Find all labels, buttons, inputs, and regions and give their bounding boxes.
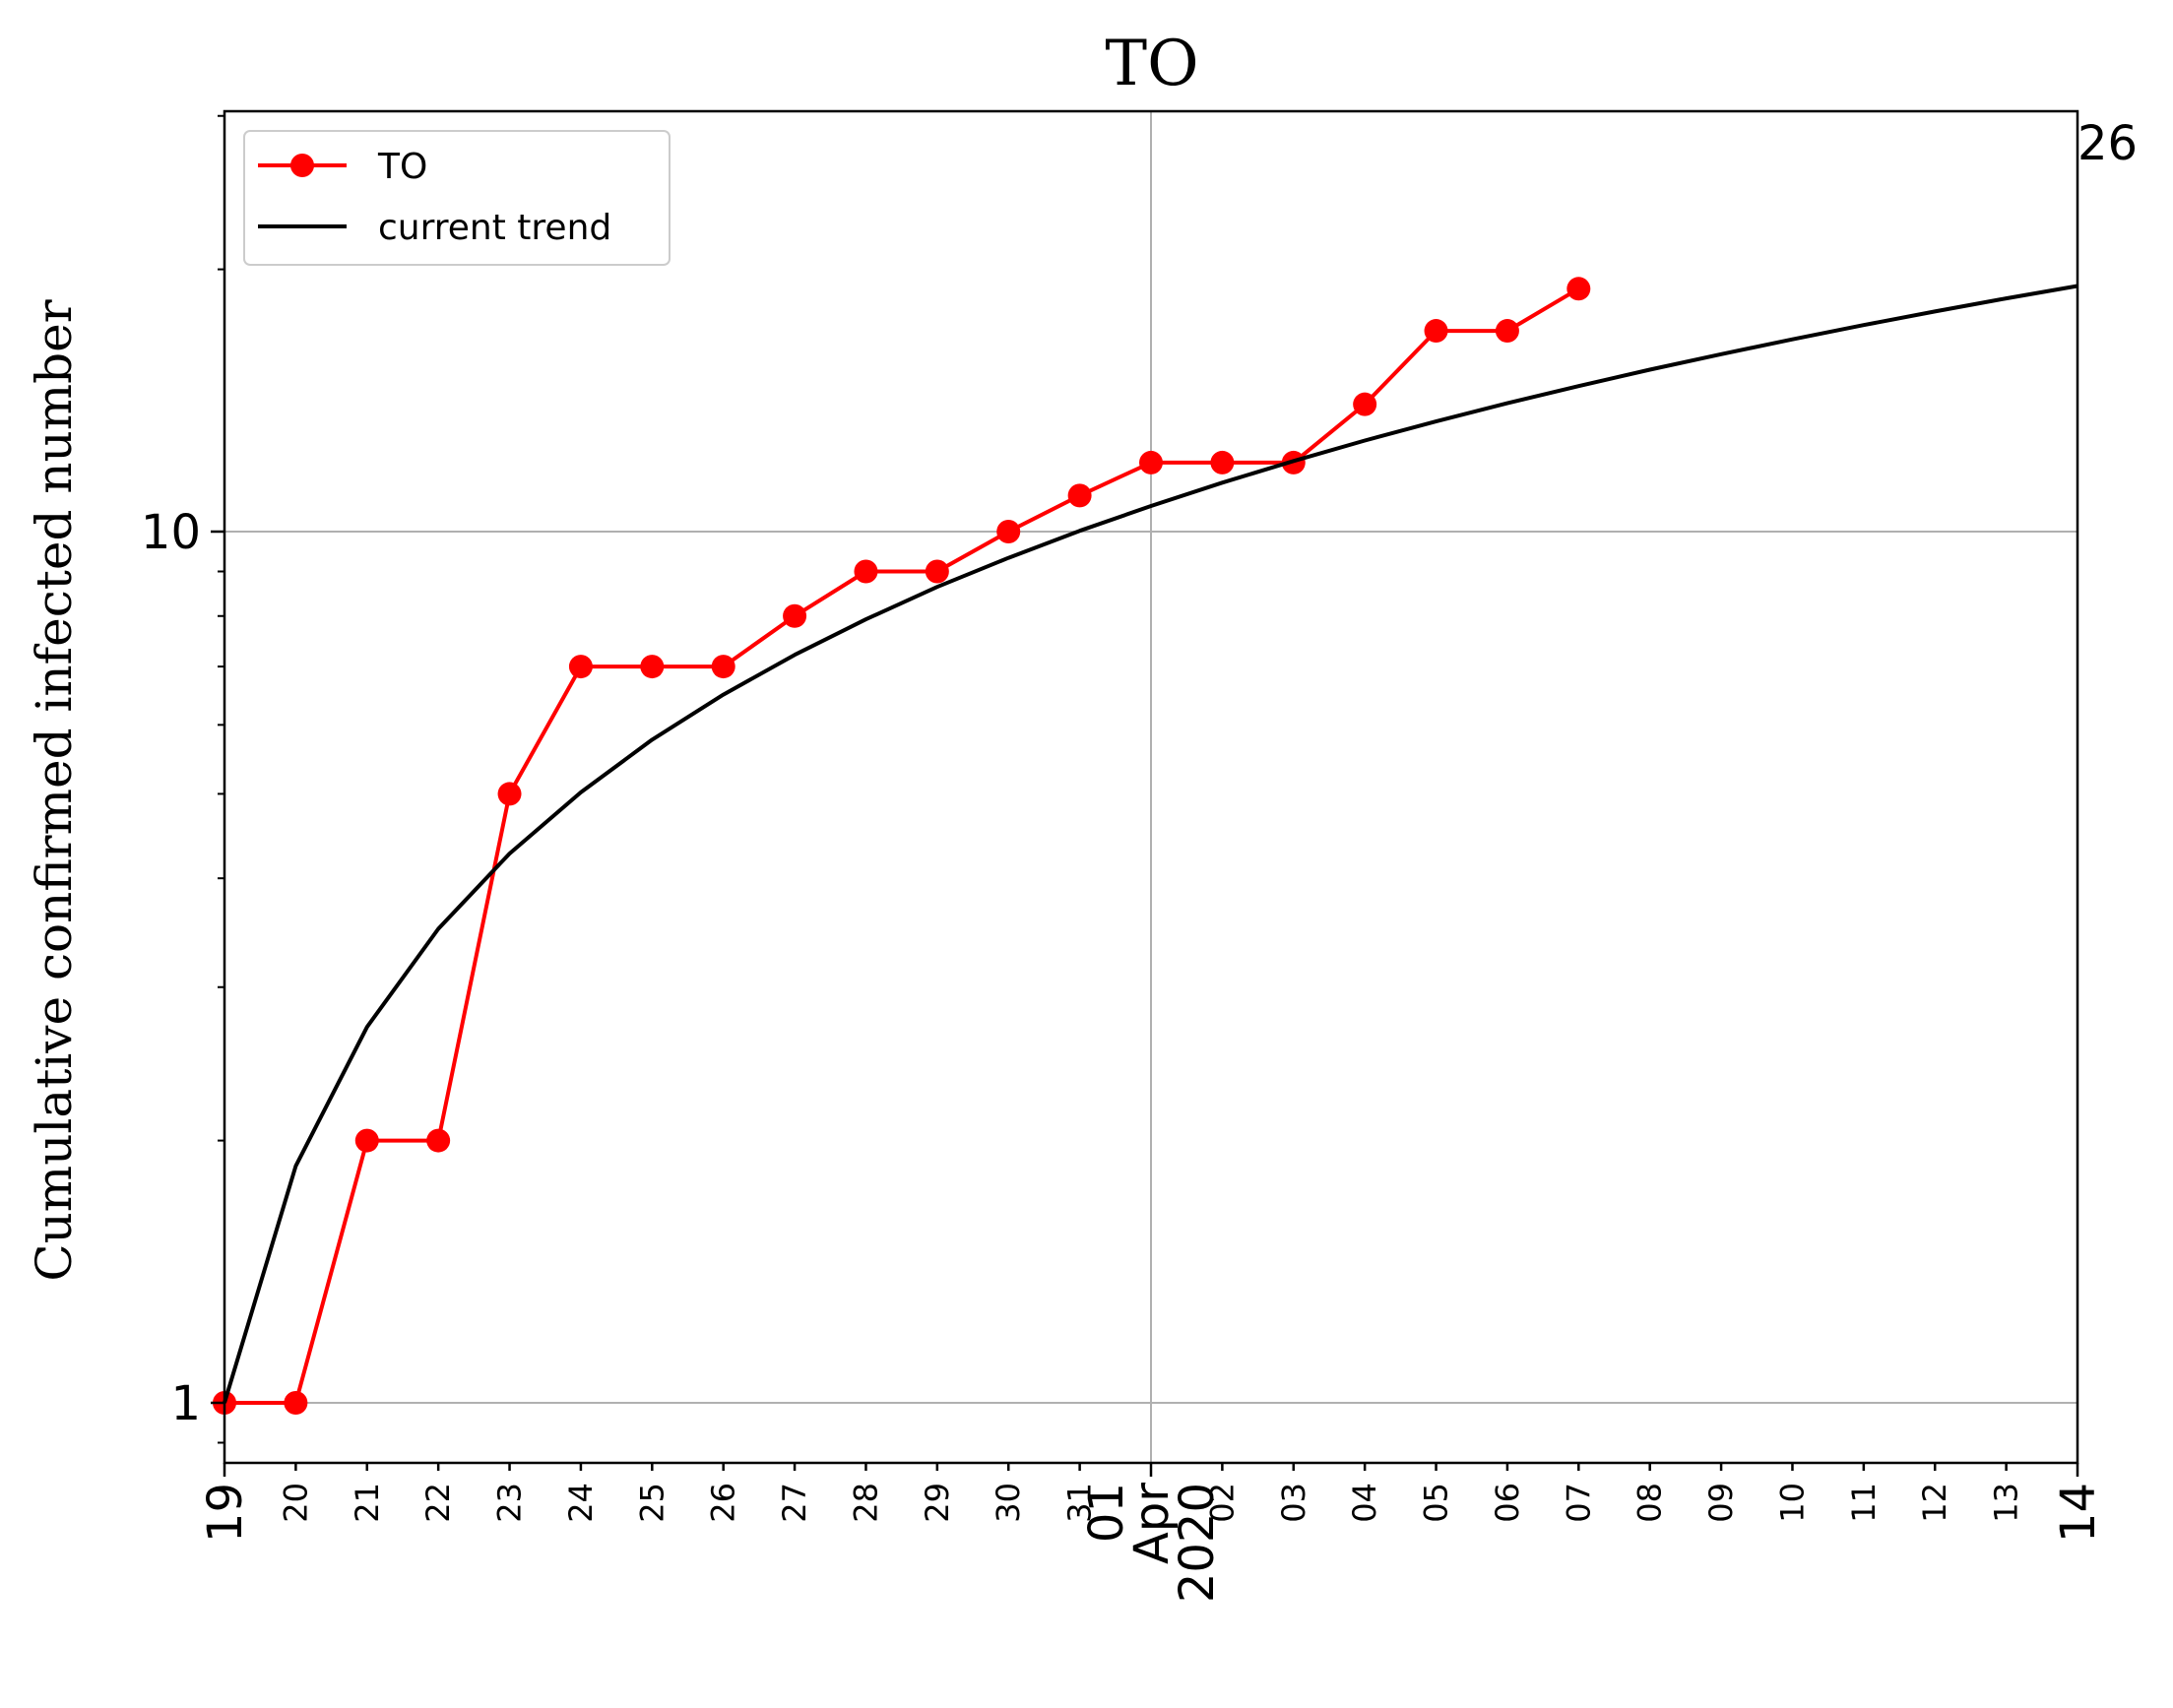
y-ticks: 1 10 [141,114,224,1444]
y-tick-label: 1 [170,1376,201,1431]
data-point [1210,450,1235,474]
x-tick-text: 31 [1061,1483,1099,1523]
x-tick-text: 23 [491,1483,529,1523]
series-line-0 [224,286,1580,1405]
x-tick-label: 12 [1916,1483,1953,1523]
y-axis-label: Cumulative confirmed infected number [26,299,83,1281]
data-point [854,559,878,584]
x-tick-text: 19 [198,1483,253,1543]
x-tick-text: 04 [1346,1483,1383,1523]
legend-box [243,130,671,266]
data-point [1424,319,1448,344]
data-point [925,559,949,584]
x-tick-text: Apr [1124,1483,1180,1564]
x-tick-label: 22 [419,1483,457,1523]
series-layer [213,277,2078,1415]
x-tick-text: 22 [419,1483,457,1523]
x-tick-text: 27 [776,1483,813,1523]
data-point [284,1391,308,1415]
x-tick-label: 03 [1275,1483,1312,1523]
x-tick-label: 21 [349,1483,386,1523]
x-tick-label: 08 [1631,1483,1669,1523]
x-tick-label: 19 [198,1483,253,1543]
x-tick-label: 31 [1061,1483,1099,1523]
data-point [426,1128,451,1153]
x-tick-label: 28 [847,1483,884,1523]
x-tick-label: 13 [1988,1483,2025,1523]
data-point [996,520,1021,543]
x-tick-text: 20 [277,1483,314,1523]
x-tick-text: 10 [1773,1483,1811,1523]
data-point [1139,450,1163,474]
x-tick-text: 05 [1418,1483,1455,1523]
x-tick-text: 06 [1489,1483,1526,1523]
x-tick-label: 04 [1346,1483,1383,1523]
x-tick-label: 14 [2051,1483,2106,1543]
x-tick-text: 12 [1916,1483,1953,1523]
data-point [783,603,807,628]
x-tick-text: 11 [1845,1483,1883,1523]
x-tick-text: 08 [1631,1483,1669,1523]
x-tick-label: 05 [1418,1483,1455,1523]
data-point [1353,392,1377,416]
x-tick-label: 23 [491,1483,529,1523]
x-tick-label: 25 [633,1483,671,1523]
x-tick-text: 28 [847,1483,884,1523]
chart-title: TO [1105,28,1198,100]
x-tick-text: 26 [705,1483,742,1523]
x-tick-text: 2020 [1170,1483,1225,1603]
data-point [354,1128,379,1153]
x-tick-text: 13 [1988,1483,2025,1523]
data-point [497,782,522,806]
x-tick-label: 29 [919,1483,956,1523]
x-tick-text: 09 [1702,1483,1740,1523]
x-tick-label: 20 [277,1483,314,1523]
x-tick-text: 14 [2051,1483,2106,1543]
x-tick-label: 06 [1489,1483,1526,1523]
x-tick-text: 01 [1079,1483,1134,1543]
x-tick-label: 11 [1845,1483,1883,1523]
legend-to-label: TO [377,147,427,187]
data-point [1067,483,1092,508]
y-tick-label: 10 [141,505,201,560]
x-tick-label: 26 [705,1483,742,1523]
x-tick-label: 24 [562,1483,600,1523]
grid [224,111,2077,1463]
x-tick-label: 07 [1560,1483,1597,1523]
legend-trend-label: current trend [378,208,611,248]
data-point [1495,319,1519,344]
x-tick-text: 25 [633,1483,671,1523]
legend-to-marker [290,154,314,177]
x-tick-text: 21 [349,1483,386,1523]
x-tick-text: 29 [919,1483,956,1523]
x-tick-text: 03 [1275,1483,1312,1523]
data-point [568,655,593,679]
x-tick-label: 09 [1702,1483,1740,1523]
series-line-1 [223,284,2078,1404]
x-tick-text: 02 [1203,1483,1241,1523]
data-point [711,655,735,679]
x-tick-label: 30 [990,1483,1027,1523]
data-point [640,655,665,679]
x-tick-text: 07 [1560,1483,1597,1523]
legend: TO current trend [243,130,671,266]
trend-end-label: 26 [2077,116,2138,171]
x-tick-label: 10 [1773,1483,1811,1523]
x-tick-text: 24 [562,1483,600,1523]
x-tick-label: 02 [1203,1483,1241,1523]
x-tick-label: 27 [776,1483,813,1523]
data-point [1566,277,1591,301]
x-tick-text: 30 [990,1483,1027,1523]
